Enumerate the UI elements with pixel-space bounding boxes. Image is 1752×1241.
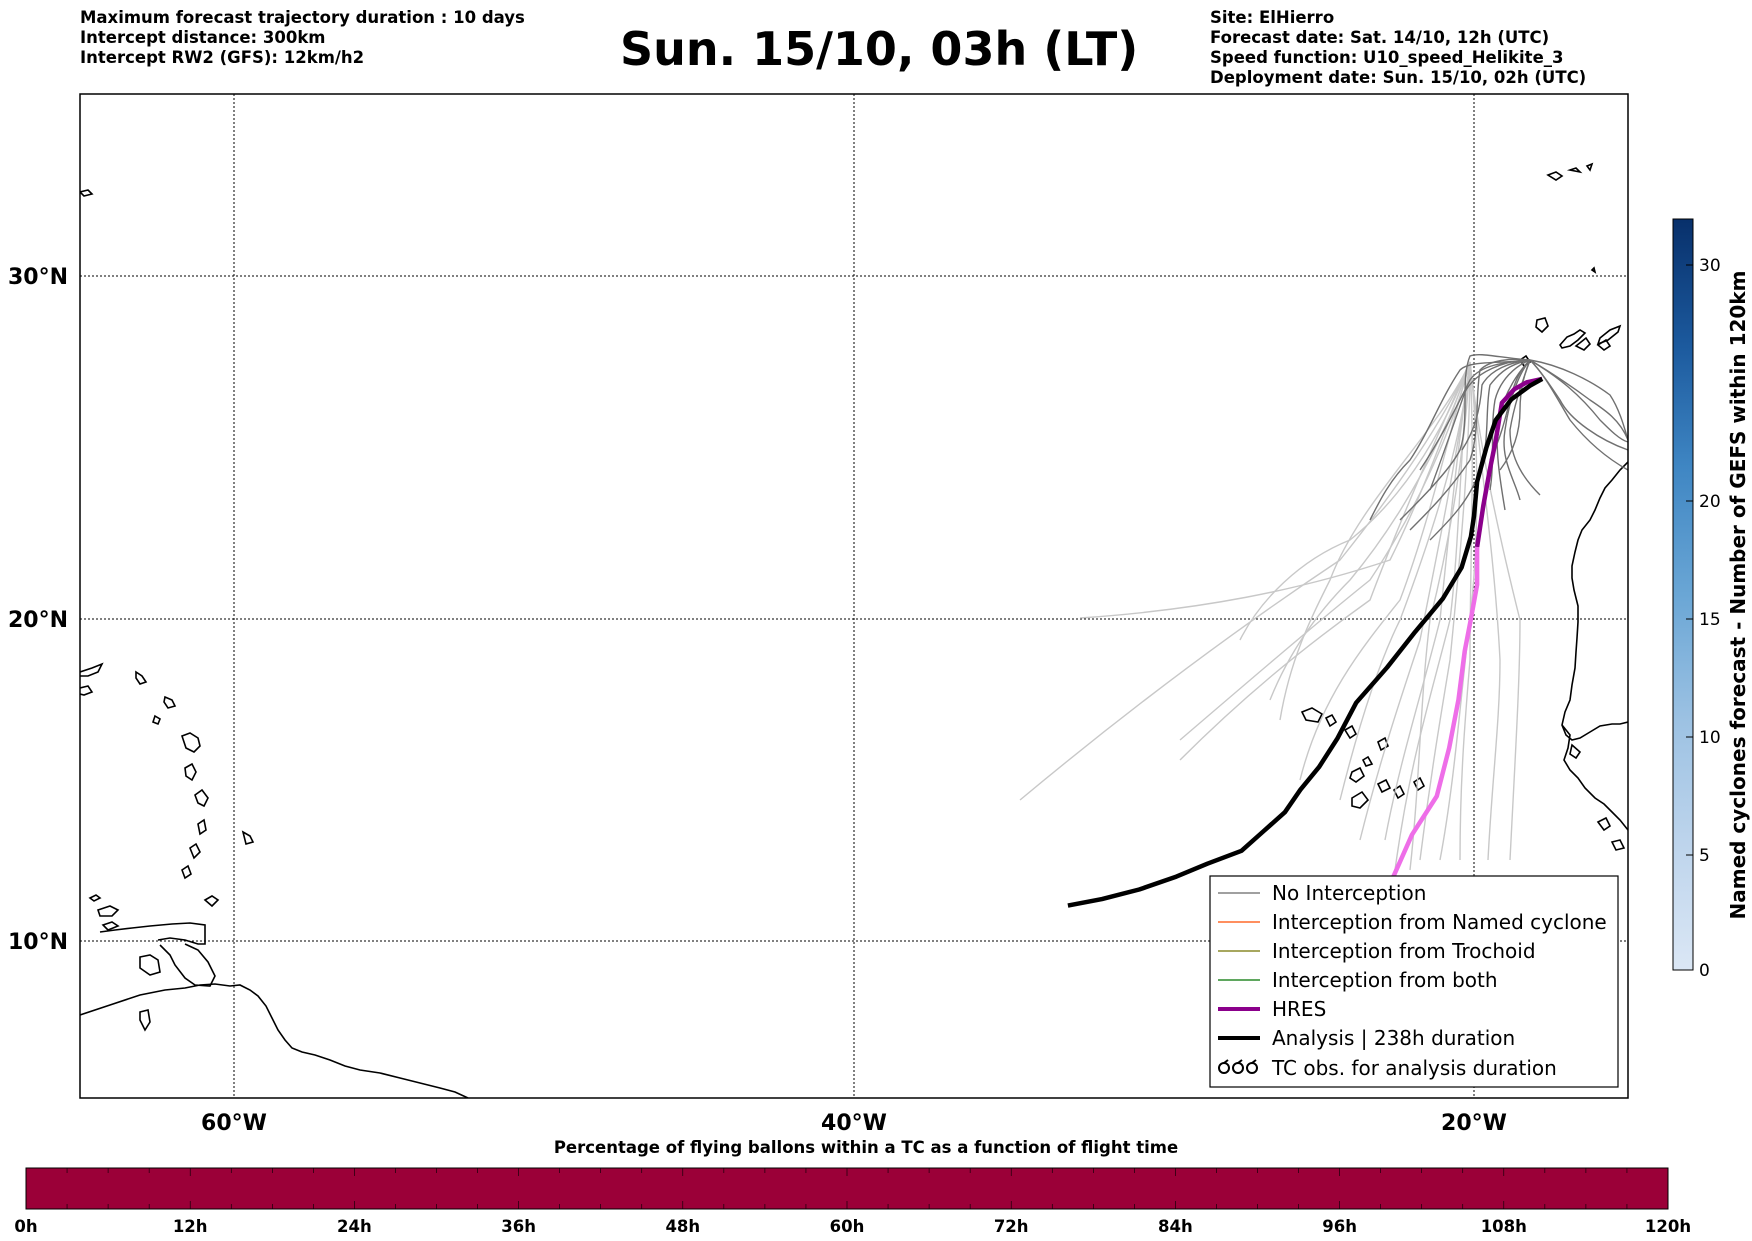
colorbar-fill	[1672, 218, 1694, 971]
bottom-bar-tick-label: 96h	[1322, 1217, 1357, 1236]
coastlines	[80, 162, 1628, 1098]
colorbar-tick-15: 15	[1699, 610, 1721, 630]
bottom-bar-tick-label: 12h	[173, 1217, 208, 1236]
hres-trajectory[interactable]	[1474, 376, 1543, 548]
tc-symbol-icon	[1218, 1059, 1258, 1074]
bottom-bar-tick-label: 120h	[1645, 1217, 1691, 1236]
bottom-bar-tick-label: 36h	[501, 1217, 536, 1236]
colorbar: 0 5 10 15 20 30 Named cyclones forecast …	[1672, 218, 1750, 981]
header-site: Site: ElHierro	[1210, 8, 1335, 27]
lon-label-20w: 20°W	[1441, 1111, 1507, 1136]
bottom-bar: Percentage of flying ballons within a TC…	[14, 1138, 1691, 1236]
colorbar-tick-20: 20	[1699, 492, 1721, 512]
lat-label-10n: 10°N	[8, 930, 68, 955]
legend-item-analysis[interactable]: Analysis | 238h duration	[1218, 1026, 1515, 1050]
page-title: Sun. 15/10, 03h (LT)	[620, 22, 1139, 76]
legend-item-no-interception[interactable]: No Interception	[1218, 881, 1426, 905]
legend-item-hres[interactable]: HRES	[1218, 997, 1326, 1021]
bottom-bar-tick-label: 60h	[830, 1217, 865, 1236]
header-intercept-distance: Intercept distance: 300km	[80, 28, 326, 47]
lat-label-30n: 30°N	[8, 265, 68, 290]
bottom-bar-tick-label: 84h	[1158, 1217, 1193, 1236]
colorbar-tick-5: 5	[1699, 846, 1710, 866]
lon-label-40w: 40°W	[821, 1111, 887, 1136]
svg-text:No Interception: No Interception	[1272, 881, 1426, 905]
bottom-bar-title: Percentage of flying ballons within a TC…	[554, 1138, 1178, 1157]
colorbar-tick-10: 10	[1699, 728, 1721, 748]
coastline-venezuela	[99, 922, 206, 945]
analysis-trajectory[interactable]	[1067, 376, 1544, 908]
legend-item-tc-obs[interactable]: TC obs. for analysis duration	[1218, 1056, 1557, 1080]
header-left: Maximum forecast trajectory duration : 1…	[80, 8, 525, 68]
legend-item-both[interactable]: Interception from both	[1218, 968, 1498, 992]
header-speed-function: Speed function: U10_speed_Helikite_3	[1210, 48, 1564, 67]
svg-text:Interception from Named cyclon: Interception from Named cyclone	[1272, 910, 1607, 934]
bottom-bar-tick-label: 108h	[1481, 1217, 1527, 1236]
coastline-cape-verde	[1300, 707, 1324, 723]
header-duration: Maximum forecast trajectory duration : 1…	[80, 8, 525, 27]
legend-item-named-cyclone[interactable]: Interception from Named cyclone	[1218, 910, 1607, 934]
svg-text:Interception from Trochoid: Interception from Trochoid	[1272, 939, 1536, 963]
legend: No Interception Interception from Named …	[1209, 875, 1619, 1088]
legend-box	[1209, 875, 1619, 1088]
colorbar-title: Named cyclones forecast - Number of GEFS…	[1726, 271, 1750, 920]
ensemble-trajectories-no-interception	[1369, 353, 1628, 541]
header-intercept-rw2: Intercept RW2 (GFS): 12km/h2	[80, 48, 365, 67]
svg-text:HRES: HRES	[1272, 997, 1326, 1021]
coastline-west-africa	[1561, 461, 1628, 741]
hres-trajectory-tail[interactable]	[1391, 547, 1480, 878]
svg-text:Interception from both: Interception from both	[1272, 968, 1498, 992]
bottom-bar-tick-label: 72h	[994, 1217, 1029, 1236]
svg-text:Analysis | 238h duration: Analysis | 238h duration	[1272, 1026, 1515, 1050]
svg-text:TC obs. for analysis duration: TC obs. for analysis duration	[1271, 1056, 1557, 1080]
bottom-bar-tick-label: 24h	[337, 1217, 372, 1236]
colorbar-tick-30: 30	[1699, 256, 1721, 276]
coastline-south-america	[80, 983, 469, 1098]
header-deployment-date: Deployment date: Sun. 15/10, 02h (UTC)	[1210, 68, 1587, 87]
bottom-bar-tick-label: 48h	[665, 1217, 700, 1236]
bottom-bar-tick-label: 0h	[14, 1217, 37, 1236]
lat-label-20n: 20°N	[8, 608, 68, 633]
lon-label-60w: 60°W	[201, 1111, 267, 1136]
header-forecast-date: Forecast date: Sat. 14/10, 12h (UTC)	[1210, 28, 1550, 47]
header-right: Site: ElHierro Forecast date: Sat. 14/10…	[1210, 8, 1586, 88]
coastline-canary-islands	[1535, 317, 1549, 334]
legend-item-trochoid[interactable]: Interception from Trochoid	[1218, 939, 1536, 963]
map-border	[79, 93, 1629, 1099]
colorbar-tick-0: 0	[1699, 961, 1710, 981]
